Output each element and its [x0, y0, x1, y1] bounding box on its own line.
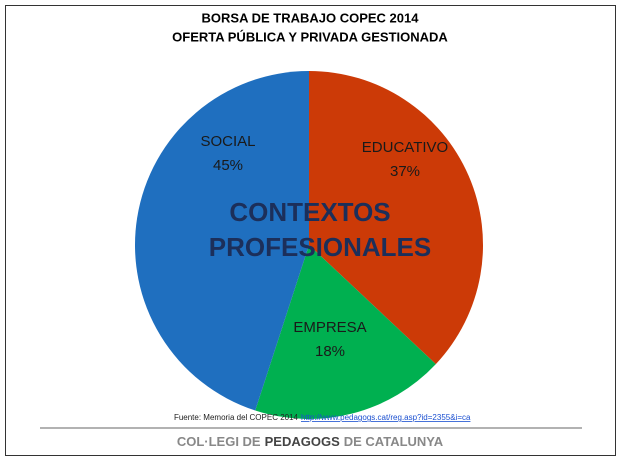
- slice-value: 18%: [315, 343, 345, 360]
- slice-label: EMPRESA: [293, 319, 366, 336]
- source-text: Fuente: Memoria del COPEC 2014: [174, 413, 299, 422]
- chart-subtitle: OFERTA PÚBLICA Y PRIVADA GESTIONADA: [172, 29, 448, 44]
- annotation: PROFESIONALES: [209, 232, 431, 262]
- pie-slice: [309, 71, 483, 365]
- slice-label: EDUCATIVO: [362, 139, 448, 156]
- chart-title: BORSA DE TRABAJO COPEC 2014: [202, 10, 420, 25]
- footer: COL·LEGI DE PEDAGOGS DE CATALUNYA: [177, 434, 444, 449]
- pie-slice: [255, 245, 436, 419]
- annotation: CONTEXTOS: [229, 197, 390, 227]
- slice-value: 45%: [213, 157, 243, 174]
- labels: EDUCATIVO 37% EMPRESA 18% SOCIAL 45%: [200, 133, 448, 360]
- footer-part: COL·LEGI DE: [177, 434, 261, 449]
- slice-label: SOCIAL: [200, 133, 255, 150]
- pie: [135, 71, 483, 419]
- source-link[interactable]: http://www.pedagogs.cat/reg.asp?id=2355&…: [301, 413, 471, 422]
- footer-part: PEDAGOGS: [265, 434, 340, 449]
- slice-value: 37%: [390, 163, 420, 180]
- pie-slice: [135, 71, 309, 411]
- footer-part: DE CATALUNYA: [344, 434, 444, 449]
